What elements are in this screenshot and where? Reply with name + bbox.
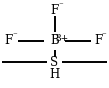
Text: ⁻: ⁻: [102, 32, 106, 41]
Text: ⁻: ⁻: [12, 32, 17, 41]
Text: ⁻: ⁻: [58, 2, 63, 11]
FancyBboxPatch shape: [93, 36, 104, 46]
Text: F: F: [50, 4, 59, 18]
FancyBboxPatch shape: [49, 6, 60, 16]
FancyBboxPatch shape: [47, 35, 62, 47]
Text: F: F: [94, 34, 102, 47]
Text: F: F: [5, 34, 13, 47]
Text: B: B: [50, 34, 59, 47]
Text: H: H: [49, 68, 60, 81]
Text: 3+: 3+: [55, 34, 68, 43]
Text: S: S: [50, 56, 59, 69]
FancyBboxPatch shape: [49, 57, 60, 67]
FancyBboxPatch shape: [3, 36, 14, 46]
